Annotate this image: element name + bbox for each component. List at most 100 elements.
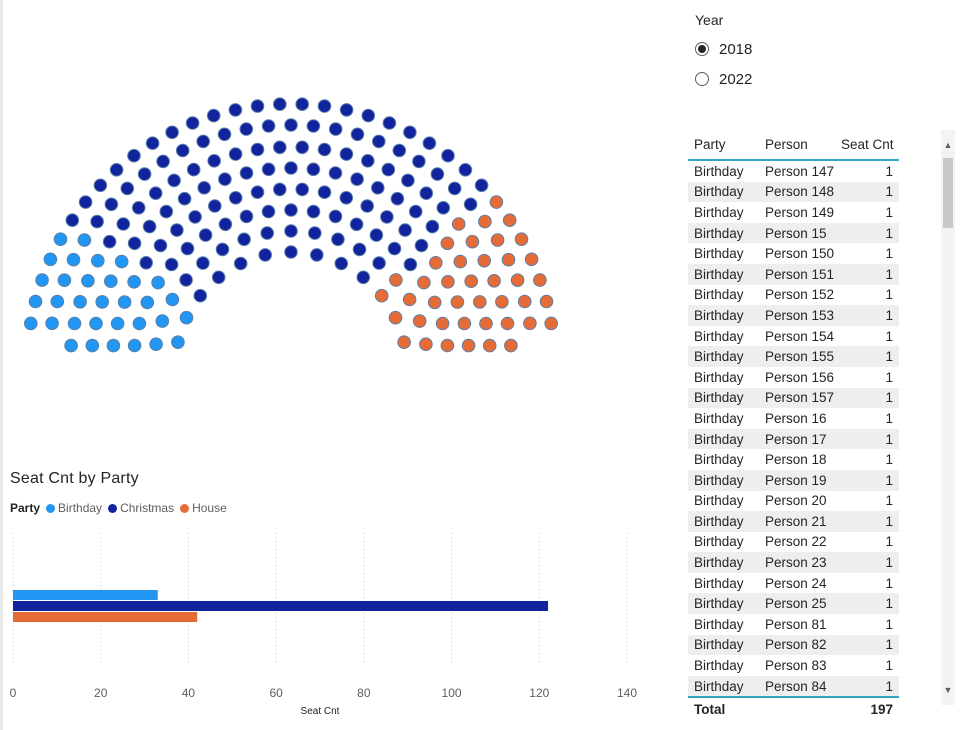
seat-christmas[interactable] xyxy=(258,248,273,262)
seat-christmas[interactable] xyxy=(116,217,131,231)
seat-house[interactable] xyxy=(473,295,487,309)
seat-christmas[interactable] xyxy=(474,178,489,193)
table-row[interactable]: Birthday Person 19 1 xyxy=(688,469,899,491)
seat-house[interactable] xyxy=(397,335,411,350)
column-header-seat-cnt[interactable]: Seat Cnt xyxy=(841,137,894,152)
seat-christmas[interactable] xyxy=(339,191,354,205)
seat-christmas[interactable] xyxy=(217,127,232,142)
seat-birthday[interactable] xyxy=(35,273,49,287)
seat-house[interactable] xyxy=(510,273,525,287)
seat-christmas[interactable] xyxy=(436,201,451,215)
table-row[interactable]: Birthday Person 22 1 xyxy=(688,532,899,553)
table-scrollbar[interactable]: ▲ ▼ xyxy=(941,130,955,705)
seat-birthday[interactable] xyxy=(151,275,165,290)
table-row[interactable]: Birthday Person 16 1 xyxy=(688,408,899,429)
seat-birthday[interactable] xyxy=(64,338,78,353)
seat-christmas[interactable] xyxy=(261,162,276,177)
seat-house[interactable] xyxy=(440,338,455,353)
seat-christmas[interactable] xyxy=(398,223,412,237)
seat-house[interactable] xyxy=(477,253,492,268)
seat-birthday[interactable] xyxy=(117,295,132,309)
seat-christmas[interactable] xyxy=(317,185,332,199)
seat-christmas[interactable] xyxy=(419,186,434,200)
table-row[interactable]: Birthday Person 153 1 xyxy=(688,305,899,326)
seat-house[interactable] xyxy=(451,217,466,231)
seat-house[interactable] xyxy=(429,256,443,270)
seat-birthday[interactable] xyxy=(45,316,59,331)
seat-house[interactable] xyxy=(501,252,516,267)
seat-christmas[interactable] xyxy=(239,122,254,136)
seat-christmas[interactable] xyxy=(179,273,193,287)
seat-house[interactable] xyxy=(450,295,465,309)
seat-christmas[interactable] xyxy=(188,210,202,224)
seat-birthday[interactable] xyxy=(28,294,43,309)
seat-house[interactable] xyxy=(533,273,547,287)
bar-house[interactable] xyxy=(13,612,198,622)
seat-christmas[interactable] xyxy=(186,162,201,177)
seat-christmas[interactable] xyxy=(306,162,321,177)
seat-house[interactable] xyxy=(524,252,539,267)
seat-house[interactable] xyxy=(440,236,455,251)
slicer-option-2022[interactable]: 2022 xyxy=(695,64,752,94)
scrollbar-thumb[interactable] xyxy=(943,158,953,228)
table-row[interactable]: Birthday Person 157 1 xyxy=(688,387,899,409)
seat-birthday[interactable] xyxy=(89,316,103,331)
table-row[interactable]: Birthday Person 25 1 xyxy=(688,593,899,615)
seat-christmas[interactable] xyxy=(177,191,192,206)
seat-christmas[interactable] xyxy=(233,256,248,271)
table-row[interactable]: Birthday Person 81 1 xyxy=(688,614,899,635)
seat-christmas[interactable] xyxy=(196,256,210,270)
seat-christmas[interactable] xyxy=(317,142,332,157)
seat-christmas[interactable] xyxy=(422,136,437,150)
seat-birthday[interactable] xyxy=(132,316,147,331)
seat-christmas[interactable] xyxy=(218,172,232,186)
seat-christmas[interactable] xyxy=(153,238,168,253)
seat-christmas[interactable] xyxy=(284,224,298,238)
seat-house[interactable] xyxy=(419,337,433,352)
seat-birthday[interactable] xyxy=(140,295,155,310)
seat-christmas[interactable] xyxy=(328,166,343,180)
table-row[interactable]: Birthday Person 156 1 xyxy=(688,367,899,388)
seat-christmas[interactable] xyxy=(408,204,423,219)
seat-christmas[interactable] xyxy=(361,108,376,123)
seat-christmas[interactable] xyxy=(308,226,322,240)
seat-christmas[interactable] xyxy=(425,219,440,234)
seat-christmas[interactable] xyxy=(306,119,321,133)
seat-christmas[interactable] xyxy=(148,186,163,200)
seat-christmas[interactable] xyxy=(412,154,426,169)
seat-christmas[interactable] xyxy=(93,178,108,193)
seat-christmas[interactable] xyxy=(356,270,371,285)
seat-christmas[interactable] xyxy=(131,201,146,215)
seat-house[interactable] xyxy=(402,292,417,307)
seat-house[interactable] xyxy=(490,233,505,247)
seat-birthday[interactable] xyxy=(149,337,163,352)
seat-christmas[interactable] xyxy=(381,162,396,177)
table-row[interactable]: Birthday Person 17 1 xyxy=(688,428,899,450)
seat-christmas[interactable] xyxy=(260,226,275,240)
seat-christmas[interactable] xyxy=(145,136,160,150)
seat-birthday[interactable] xyxy=(95,295,109,309)
seat-house[interactable] xyxy=(374,288,389,303)
seat-christmas[interactable] xyxy=(463,197,478,212)
seat-christmas[interactable] xyxy=(380,210,394,224)
seat-house[interactable] xyxy=(461,338,476,353)
table-row[interactable]: Birthday Person 24 1 xyxy=(688,573,899,594)
seat-christmas[interactable] xyxy=(441,148,455,163)
seat-house[interactable] xyxy=(495,295,509,309)
seat-birthday[interactable] xyxy=(114,254,129,269)
seat-christmas[interactable] xyxy=(306,204,321,219)
seat-house[interactable] xyxy=(412,314,427,328)
seat-house[interactable] xyxy=(517,294,532,309)
seat-christmas[interactable] xyxy=(403,257,418,272)
table-row[interactable]: Birthday Person 20 1 xyxy=(688,491,899,512)
seat-christmas[interactable] xyxy=(250,99,265,113)
seat-house[interactable] xyxy=(500,316,515,331)
seat-christmas[interactable] xyxy=(228,103,243,117)
seat-christmas[interactable] xyxy=(261,204,276,219)
seat-house[interactable] xyxy=(465,234,480,249)
seat-christmas[interactable] xyxy=(215,242,230,257)
seat-christmas[interactable] xyxy=(273,140,287,155)
slicer-option-2018[interactable]: 2018 xyxy=(695,34,752,64)
seat-christmas[interactable] xyxy=(295,97,310,112)
table-row[interactable]: Birthday Person 18 1 xyxy=(688,449,899,470)
